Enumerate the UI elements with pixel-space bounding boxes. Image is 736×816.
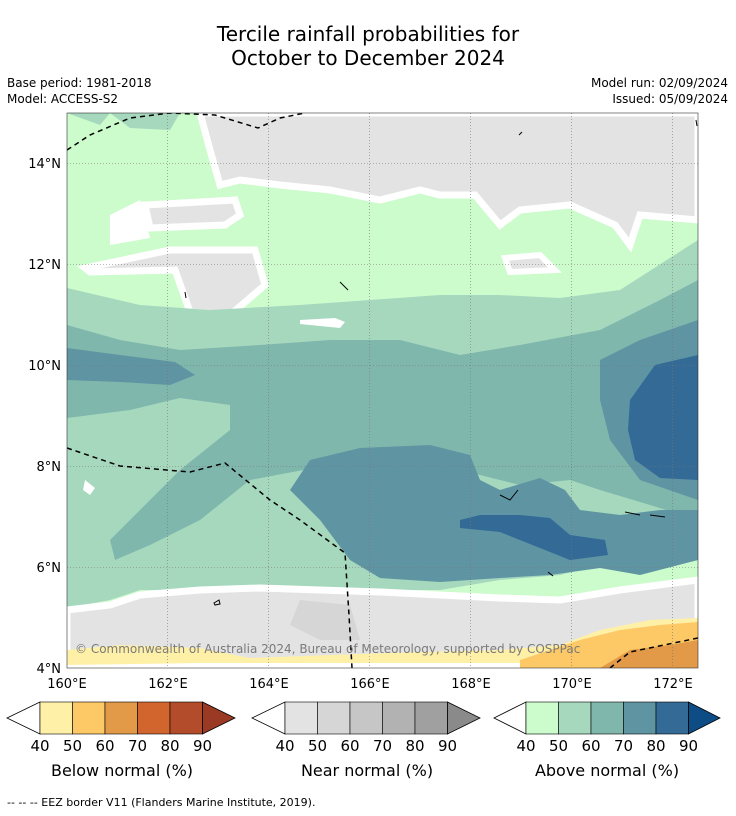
model-name: Model: ACCESS-S2: [7, 92, 119, 106]
white-gap-south: [67, 663, 520, 668]
map-frame: [66, 112, 699, 669]
below-normal-title: Below normal (%): [50, 761, 194, 780]
near-colorbar-low-arrow: [251, 701, 286, 735]
below-colorbar-low-arrow: [6, 701, 41, 735]
above-colorbar-cell: [623, 701, 657, 735]
above-colorbar-tick: 40: [516, 737, 535, 755]
below-colorbar-cell: [72, 701, 106, 735]
above-50-north-2: [110, 113, 180, 130]
above-colorbar-low-arrow: [493, 701, 527, 735]
map-title: Tercile rainfall probabilities for Octob…: [0, 22, 736, 70]
eez-borders: [67, 113, 698, 668]
map-plot-area: © Commonwealth of Australia 2024, Bureau…: [67, 113, 698, 668]
near-colorbar-tick: 80: [405, 737, 424, 755]
above-colorbar-high-arrow: [688, 701, 721, 735]
below-colorbar-cell: [137, 701, 171, 735]
meta-left: Base period: 1981-2018 Model: ACCESS-S2: [7, 75, 152, 107]
near-colorbar-tick: 70: [373, 737, 392, 755]
lon-label-164: 164°E: [249, 677, 289, 692]
above-60-region: [67, 280, 698, 560]
lon-label-172: 172°E: [653, 677, 693, 692]
above-80-east: [628, 355, 698, 480]
lon-label-160: 160°E: [47, 677, 87, 692]
above-70-west: [67, 348, 195, 385]
lat-label-14: 14°N: [28, 157, 61, 172]
white-gap-1: [110, 200, 150, 245]
rainfall-map: © Commonwealth of Australia 2024, Bureau…: [28, 112, 699, 692]
above-colorbar-tick: 90: [679, 737, 698, 755]
title-line-1: Tercile rainfall probabilities for: [216, 22, 520, 46]
above-colorbar-tick: 60: [581, 737, 600, 755]
near-colorbar-cell: [414, 701, 448, 735]
below-colorbar-tick: 80: [160, 737, 179, 755]
below-colorbar-cell: [39, 701, 73, 735]
above-80-central: [460, 515, 608, 560]
model-run: Model run: 02/09/2024: [590, 76, 728, 90]
lat-label-4: 4°N: [37, 662, 62, 677]
below-colorbar-high-arrow: [202, 701, 236, 735]
gridlines: [67, 113, 698, 668]
near-normal-south: [67, 576, 698, 668]
base-period: Base period: 1981-2018: [7, 76, 152, 90]
issued-date: Issued: 05/09/2024: [612, 92, 728, 106]
title-line-2: October to December 2024: [231, 46, 505, 70]
lon-label-166: 166°E: [350, 677, 390, 692]
below-colorbar-tick: 70: [128, 737, 147, 755]
white-islet-2: [300, 318, 345, 328]
above-colorbar-cell: [655, 701, 689, 735]
lat-label-10: 10°N: [28, 359, 61, 374]
eez-footer-note: -- -- -- EEZ border V11 (Flanders Marine…: [7, 796, 316, 809]
near-colorbar-tick: 90: [438, 737, 457, 755]
lon-label-162: 162°E: [148, 677, 188, 692]
above-colorbar-tick: 70: [614, 737, 633, 755]
lon-label-168: 168°E: [451, 677, 491, 692]
below-colorbar-tick: 50: [63, 737, 82, 755]
above-50-north: [67, 113, 110, 125]
near-colorbar-cell: [284, 701, 318, 735]
near-colorbar-cell: [317, 701, 351, 735]
near-normal-north: [196, 113, 698, 253]
colorbars: 40 50 60 70 80 90 40 50 60 70 80 90 40 50 60 70 80 90: [6, 701, 721, 755]
near-colorbar-tick: 50: [308, 737, 327, 755]
below-colorbar-tick: 40: [30, 737, 49, 755]
near-normal-islet-1: [140, 196, 245, 232]
above-normal-title: Above normal (%): [534, 761, 680, 780]
below-colorbar-tick: 60: [95, 737, 114, 755]
near-colorbar-tick: 60: [340, 737, 359, 755]
meta-right: Model run: 02/09/2024 Issued: 05/09/2024: [591, 75, 728, 107]
copyright-notice: © Commonwealth of Australia 2024, Bureau…: [75, 642, 580, 656]
near-colorbar-cell: [349, 701, 383, 735]
near-colorbar-cell: [382, 701, 416, 735]
near-normal-islet-3: [500, 251, 562, 276]
near-50-south: [290, 600, 360, 640]
below-colorbar-cell: [104, 701, 138, 735]
lat-label-8: 8°N: [37, 460, 62, 475]
above-colorbar-cell: [558, 701, 592, 735]
near-colorbar-high-arrow: [447, 701, 481, 735]
near-normal-title: Near normal (%): [300, 761, 434, 780]
islands: [184, 119, 698, 606]
lon-label-170: 170°E: [552, 677, 592, 692]
below-60-south: [600, 640, 698, 668]
above-colorbar-cell: [590, 701, 624, 735]
near-colorbar-tick: 40: [275, 737, 294, 755]
below-colorbar-tick: 90: [193, 737, 212, 755]
lat-label-6: 6°N: [37, 561, 62, 576]
above-colorbar-tick: 50: [549, 737, 568, 755]
below-colorbar-cell: [169, 701, 203, 735]
white-islet: [83, 480, 95, 495]
above-colorbar-cell: [525, 701, 559, 735]
above-colorbar-tick: 80: [646, 737, 665, 755]
lat-label-12: 12°N: [28, 258, 61, 273]
